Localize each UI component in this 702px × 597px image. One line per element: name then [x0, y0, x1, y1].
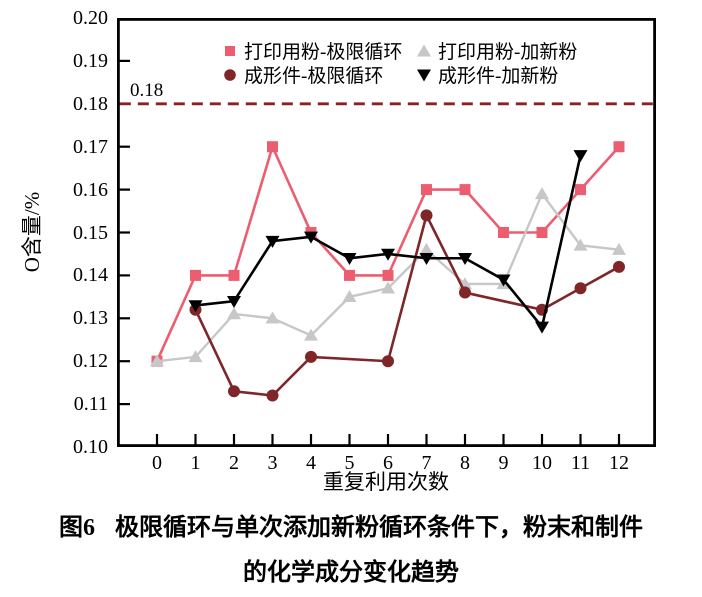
legend-item-print-powder-add-new: 打印用粉-加新粉: [416, 39, 578, 63]
x-tick-label: 6: [383, 452, 393, 474]
square-data-marker: [267, 141, 278, 153]
y-axis-label: O含量/%: [20, 191, 44, 273]
x-tick-label: 3: [267, 452, 278, 474]
x-tick-label: 4: [306, 452, 316, 474]
y-tick-label: 0.19: [73, 49, 108, 72]
legend-label: 打印用粉-加新粉: [438, 42, 578, 63]
y-tick-label: 0.20: [73, 7, 108, 29]
circle-data-marker: [459, 286, 471, 299]
x-tick-label: 2: [229, 452, 239, 474]
legend: 打印用粉-极限循环 打印用粉-加新粉 成形件-极限循环 成形件-加新粉: [222, 39, 578, 87]
y-tick-label: 0.17: [73, 135, 108, 158]
legend-label: 打印用粉-极限循环: [244, 42, 403, 63]
x-tick-label: 1: [190, 452, 201, 474]
x-tick-label: 5: [344, 452, 355, 474]
chart-canvas: [116, 17, 657, 448]
legend-item-formed-part-add-new: 成形件-加新粉: [416, 63, 577, 87]
circle-data-marker: [613, 260, 625, 273]
y-tick-label: 0.12: [73, 350, 108, 373]
triangle-up-data-marker: [342, 290, 357, 303]
square-data-marker: [575, 184, 586, 196]
triangle-up-data-marker: [535, 187, 549, 200]
caption-line-1: 图6 极限循环与单次添加新粉循环条件下，粉末和制件: [0, 514, 702, 542]
circle-data-marker: [420, 209, 433, 222]
x-tick-label: 11: [570, 452, 591, 474]
triangle-down-data-marker: [188, 300, 203, 313]
triangle-down-data-marker: [342, 253, 357, 266]
triangle-down-data-marker: [419, 253, 434, 266]
triangle-down-data-marker: [573, 150, 588, 163]
triangle-up-data-marker: [573, 238, 588, 251]
triangle-down-data-marker: [535, 321, 549, 334]
triangle-up-data-marker: [304, 328, 318, 341]
square-data-marker: [613, 141, 625, 153]
y-tick-label: 0.11: [73, 393, 108, 416]
x-tick-label: 9: [498, 452, 509, 474]
triangle-up-data-marker: [381, 281, 395, 294]
circle-marker-icon: [222, 67, 238, 83]
triangle-up-data-marker: [227, 307, 241, 320]
square-data-marker: [382, 269, 394, 281]
legend-item-print-powder-limit-cycle: 打印用粉-极限循环: [222, 39, 416, 63]
caption-text-1: 极限循环与单次添加新粉循环条件下，粉末和制件: [115, 515, 643, 541]
y-tick-label: 0.18: [73, 92, 108, 115]
triangle-up-data-marker: [612, 242, 626, 255]
triangle-down-data-marker: [496, 274, 511, 287]
square-data-marker: [344, 269, 355, 281]
legend-item-formed-part-limit-cycle: 成形件-极限循环: [222, 63, 416, 87]
plot-area: 打印用粉-极限循环 打印用粉-加新粉 成形件-极限循环 成形件-加新粉: [116, 17, 657, 448]
circle-data-marker: [382, 355, 394, 368]
y-tick-label: 0.13: [73, 307, 108, 330]
threshold-label: 0.18: [130, 79, 164, 101]
square-data-marker: [190, 269, 201, 281]
triangle-up-marker-icon: [416, 43, 432, 59]
square-data-marker: [459, 184, 471, 196]
square-data-marker: [421, 184, 432, 196]
caption-line-2: 的化学成分变化趋势: [243, 560, 459, 586]
x-tick-label: 10: [532, 452, 552, 474]
square-data-marker: [536, 227, 548, 238]
series-line-2: [194, 211, 620, 397]
square-data-marker: [228, 269, 240, 281]
circle-data-marker: [574, 282, 587, 295]
circle-data-marker: [305, 350, 317, 363]
caption-figure-number: 图6: [59, 515, 95, 541]
x-axis-label: 重复利用次数: [323, 470, 449, 494]
x-tick-label: 8: [460, 452, 470, 474]
circle-data-marker: [228, 385, 240, 398]
y-tick-label: 0.14: [73, 264, 108, 287]
square-marker-icon: [222, 43, 238, 59]
triangle-down-data-marker: [304, 231, 318, 244]
legend-label: 成形件-极限循环: [244, 66, 384, 87]
triangle-up-data-marker: [419, 242, 434, 255]
triangle-down-data-marker: [381, 248, 395, 261]
y-tick-label: 0.10: [73, 436, 108, 458]
triangle-up-data-marker: [188, 350, 203, 363]
triangle-down-data-marker: [265, 235, 280, 248]
y-tick-label: 0.16: [73, 178, 108, 201]
triangle-down-marker-icon: [416, 67, 432, 83]
x-tick-label: 7: [421, 452, 432, 474]
x-tick-label: 12: [609, 452, 629, 474]
y-tick-label: 0.15: [73, 221, 108, 244]
circle-data-marker: [266, 389, 279, 402]
legend-label: 成形件-加新粉: [438, 66, 559, 87]
triangle-down-data-marker: [227, 295, 241, 308]
square-data-marker: [498, 227, 509, 238]
triangle-up-data-marker: [265, 311, 280, 324]
triangle-up-data-marker: [150, 354, 164, 367]
x-tick-label: 0: [152, 452, 162, 474]
plot-border: [116, 17, 657, 448]
triangle-down-data-marker: [458, 253, 472, 266]
